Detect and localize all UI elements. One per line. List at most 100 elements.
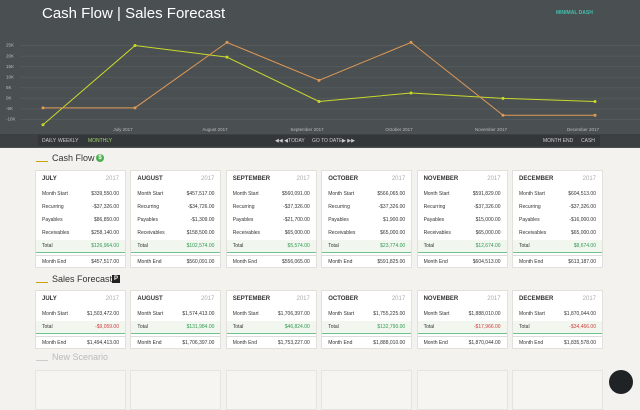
toolbar: DAILY WEEKLY MONTHLY ◀◀ ◀ TODAY GO TO DA… <box>0 134 640 147</box>
row-label: Month End <box>328 340 353 346</box>
card-row: Month Start $339,550.00 <box>36 188 125 200</box>
row-value: -$17,966.00 <box>473 324 501 330</box>
card-row: Total $126,964.00 <box>36 240 125 253</box>
row-label: Total <box>328 324 339 330</box>
mode-button[interactable]: CASH <box>581 138 595 144</box>
row-value: $591,825.00 <box>377 259 406 265</box>
card-row: Month Start $457,517.00 <box>131 188 220 200</box>
month-card: SEPTEMBER 2017 Month Start $560,091.00 Recur… <box>225 170 317 268</box>
row-label: Total <box>42 243 53 249</box>
header: Cash Flow | Sales Forecast MINIMAL DASH … <box>0 0 640 148</box>
card-row: Receivables $158,500.00 <box>131 227 220 239</box>
view-button[interactable]: MONTHLY <box>88 138 113 144</box>
card-row: Recurring -$37,326.00 <box>227 201 316 213</box>
row-label: Payables <box>232 217 254 223</box>
card-row: Total $23,774.00 <box>322 240 412 253</box>
point <box>225 55 229 59</box>
card-row: Month End $613,187.00 <box>513 255 602 268</box>
card-row: Month End $1,888,010.00 <box>322 336 412 349</box>
month-card: OCTOBER 2017 Month Start $566,065.00 Recurri… <box>321 170 413 268</box>
row-label: Payables <box>328 217 349 223</box>
row-label: Payables <box>519 217 540 223</box>
row-label: Total <box>423 324 435 330</box>
month-card: JULY 2017 Month Start $1,503,472.00 Total -$9… <box>35 290 126 349</box>
card-row: Total -$9,059.00 <box>36 321 125 334</box>
row-value: $1,835,578.00 <box>564 340 596 346</box>
row-value: $1,870,044.00 <box>564 311 596 317</box>
point <box>225 40 229 44</box>
empty-card <box>321 370 413 410</box>
row-label: Month Start <box>519 191 545 197</box>
row-label: Month End <box>423 340 448 346</box>
y-tick-label: -10K <box>6 117 16 122</box>
x-tick-label: September 2017 <box>290 127 324 132</box>
point <box>317 78 321 82</box>
card-row: Month End $591,825.00 <box>322 255 412 268</box>
nav-arrows[interactable]: ▶ ▶▶ <box>342 138 355 144</box>
section-badge: P <box>112 275 120 283</box>
app-title: Cash Flow | Sales Forecast <box>42 5 226 22</box>
card-row: Month End $1,753,227.00 <box>226 336 316 349</box>
row-value: $1,494,413.00 <box>87 340 119 346</box>
chart: 25K 20K 15K 10K 5K 0K -5K -10K July 2017 August 2… <box>6 40 640 132</box>
row-label: Total <box>232 324 244 330</box>
row-value: -$37,326.00 <box>569 204 596 210</box>
card-year: 2017 <box>391 176 406 182</box>
month-card: JULY 2017 Month Start $339,550.00 Recurring -… <box>35 170 126 268</box>
card-month: AUGUST <box>137 176 163 182</box>
row-label: Total <box>232 243 244 249</box>
card-row: Recurring -$37,326.00 <box>322 201 411 213</box>
chat-button[interactable] <box>609 370 633 394</box>
card-year: 2017 <box>487 176 501 182</box>
card-row: Receivables $65,000.00 <box>322 227 411 239</box>
card-row: Recurring -$37,326.00 <box>36 201 125 213</box>
row-value: -$1,309.00 <box>190 217 215 223</box>
card-row: Payables -$21,700.00 <box>227 214 316 226</box>
point <box>593 100 597 103</box>
view-button[interactable]: WEEKLY <box>58 138 79 144</box>
nav-button[interactable]: TODAY <box>288 138 305 144</box>
point <box>317 100 321 103</box>
row-value: $65,000.00 <box>475 230 501 236</box>
y-tick-label: 10K <box>6 74 14 79</box>
point <box>501 96 505 100</box>
card-month: NOVEMBER <box>423 176 459 182</box>
y-tick-label: 0K <box>6 96 12 101</box>
row-value: $65,000.00 <box>284 230 310 236</box>
dash-link[interactable]: MINIMAL DASH <box>556 10 593 16</box>
section-badge: $ <box>96 154 104 162</box>
card-row: Total $8,674.00 <box>513 240 602 253</box>
nav-button[interactable]: GO TO DATE <box>312 138 343 144</box>
section-icon <box>36 276 48 283</box>
row-label: Month End <box>232 340 257 346</box>
card-year: 2017 <box>582 296 596 302</box>
card-month: OCTOBER <box>328 176 359 182</box>
month-card: NOVEMBER 2017 Month Start $1,888,010.00 Tota… <box>416 290 508 349</box>
row-value: $258,140.00 <box>91 230 119 236</box>
card-year: 2017 <box>201 296 215 302</box>
nav-arrows[interactable]: ◀◀ ◀ <box>275 138 288 144</box>
card-year: 2017 <box>105 296 119 302</box>
row-value: $15,000.00 <box>475 217 501 223</box>
card-row: Total $131,984.00 <box>131 321 221 334</box>
point <box>133 44 137 48</box>
card-row: Total -$17,966.00 <box>417 321 507 334</box>
series-line <box>42 45 596 126</box>
row-label: Month Start <box>328 311 355 317</box>
month-card: DECEMBER 2017 Month Start $604,513.00 Recurr… <box>512 170 603 268</box>
card-row: Receivables $65,000.00 <box>513 227 602 239</box>
row-label: Month End <box>519 340 544 346</box>
row-value: -$37,326.00 <box>378 204 406 210</box>
row-value: -$34,726.00 <box>187 204 215 210</box>
row-label: Recurring <box>137 204 160 210</box>
card-row: Receivables $258,140.00 <box>36 227 125 239</box>
mode-button[interactable]: MONTH END <box>543 138 574 144</box>
card-row: Payables -$1,309.00 <box>131 214 220 226</box>
card-row: Month Start $1,888,010.00 <box>418 308 507 320</box>
view-button[interactable]: DAILY <box>42 138 57 144</box>
row-value: $1,706,397.00 <box>277 311 310 317</box>
y-tick-label: 5K <box>6 85 12 90</box>
y-tick-label: -5K <box>6 106 13 111</box>
card-year: 2017 <box>105 176 119 182</box>
